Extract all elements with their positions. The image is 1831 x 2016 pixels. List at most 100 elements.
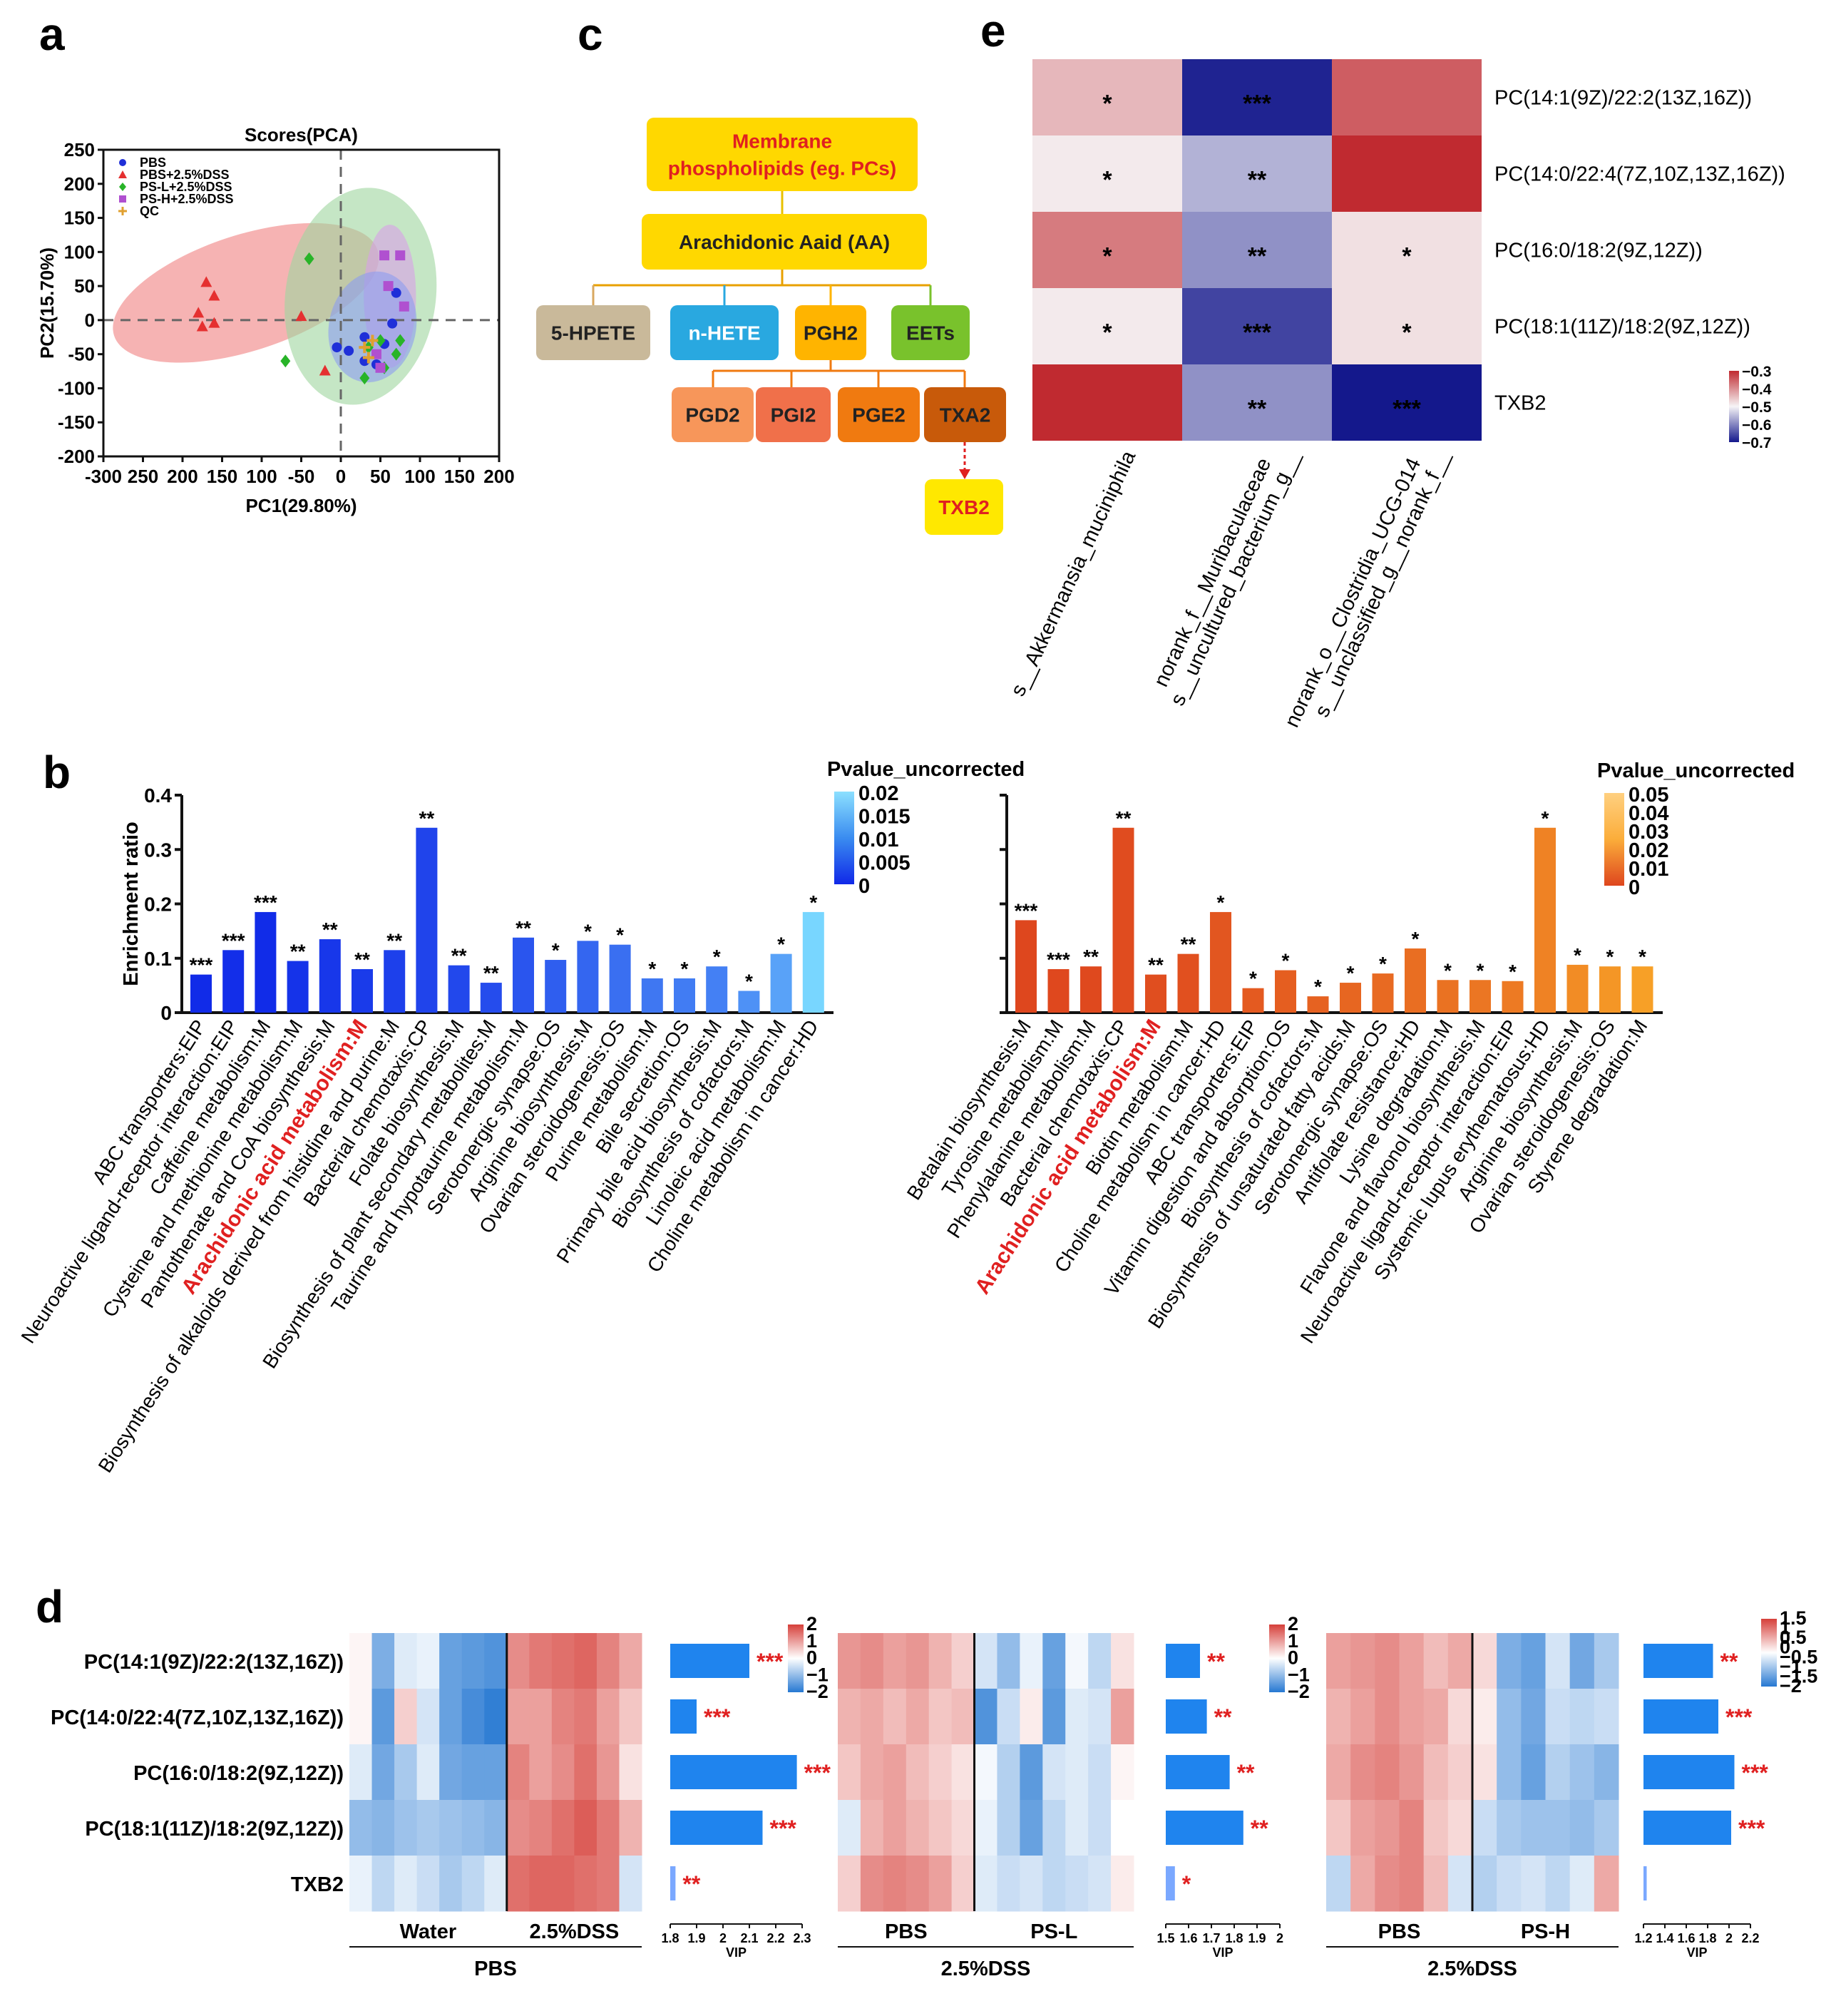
d-heat-cell — [596, 1856, 620, 1912]
d-legend-tick: −2 — [1288, 1681, 1310, 1702]
enrich-left-star: ** — [516, 917, 531, 939]
enrich-right-legend-tick: 0.05 — [1629, 784, 1668, 807]
pca-ytick-label: 0 — [85, 309, 95, 331]
enrich-right-star: * — [1217, 891, 1225, 914]
level2-3-box — [891, 305, 970, 360]
d-heat-cell — [928, 1800, 953, 1856]
pca-point-PS-H+2.5%DSS — [379, 250, 390, 261]
d-heat-cell — [506, 1633, 530, 1689]
enrich-left-bar — [609, 944, 631, 1013]
enrich-right-legend-title: Pvalue_uncorrected — [1597, 759, 1795, 782]
level2-2-label: PGH2 — [804, 322, 858, 344]
d-heat-cell — [394, 1744, 418, 1801]
enrich-right-star: * — [1477, 959, 1484, 981]
d-vip-star: *** — [756, 1649, 784, 1674]
d-heat-cell — [1569, 1744, 1595, 1801]
d-heat-cell — [838, 1800, 861, 1856]
d-row-label: PC(16:0/18:2(9Z,12Z)) — [133, 1762, 344, 1785]
d-heat-cell — [951, 1689, 975, 1745]
d-vip-label: VIP — [1686, 1945, 1707, 1960]
d-legend-tick: 1 — [806, 1630, 817, 1652]
enrich-left-legend-tick: 0.015 — [858, 806, 911, 829]
d-heat-cell — [928, 1689, 953, 1745]
pca-xtick-label: 0 — [336, 466, 346, 487]
pca-point-PS-H+2.5%DSS — [395, 250, 406, 261]
enrich-left-bar — [448, 965, 470, 1013]
enrich-left-legend-tick: 0.02 — [858, 782, 898, 805]
d-heat-cell — [928, 1856, 953, 1912]
d-heat-cell — [906, 1689, 930, 1745]
d-heat-cell — [439, 1633, 463, 1689]
pca-ytick-label: 50 — [74, 275, 95, 297]
panel-label-e: e — [980, 5, 1006, 56]
pca-legend-label: PS-H+2.5%DSS — [140, 192, 234, 206]
pca-legend-label: PBS — [140, 155, 166, 170]
pca-point-PS-H+2.5%DSS — [383, 281, 394, 292]
enrich-left-bar — [770, 953, 792, 1013]
enrich-right-bar — [1275, 970, 1296, 1013]
d-heat-cell — [1521, 1633, 1546, 1689]
d-heat-cell — [596, 1744, 620, 1801]
d-heat-cell — [484, 1800, 508, 1856]
d-heat-cell — [1423, 1856, 1449, 1912]
d-heat-cell — [416, 1744, 440, 1801]
enrich-right-bar — [1210, 911, 1231, 1013]
d-heat-cell — [1594, 1800, 1619, 1856]
pca-point-PBS+2.5%DSS — [200, 276, 212, 287]
enrich-left-star: ** — [451, 945, 467, 967]
enrich-left-legend-tick: 0.01 — [858, 829, 898, 851]
d-heat-cell — [1350, 1744, 1375, 1801]
d-heat-cell — [529, 1800, 553, 1856]
corr-star: ** — [1248, 243, 1267, 270]
pca-ytick-label: 150 — [64, 208, 95, 229]
d-heat-cell — [461, 1800, 485, 1856]
d-vip-star: ** — [1207, 1649, 1225, 1674]
enrich-left-bar — [513, 937, 534, 1013]
d-group-label: 2.5%DSS — [530, 1920, 620, 1943]
pca-point-PS-L+2.5%DSS — [375, 334, 386, 347]
d-heat-cell — [394, 1856, 418, 1912]
d-heat-cell — [1569, 1633, 1595, 1689]
d-heat-cell — [1042, 1689, 1066, 1745]
pca-legend-marker — [119, 159, 126, 166]
d-heat-cell — [997, 1800, 1020, 1856]
corr-col-label: norank_f__Muribaculaceae — [1149, 454, 1276, 690]
enrich-right-bar — [1502, 981, 1524, 1013]
corr-legend-tick: −0.5 — [1742, 399, 1772, 416]
enrich-right-star: *** — [1015, 899, 1038, 921]
pca-ytick-label: -200 — [58, 446, 95, 467]
enrich-left-star: * — [584, 920, 592, 942]
enrich-left-bar — [641, 978, 663, 1013]
corr-star: *** — [1243, 91, 1271, 118]
d-heat-cell — [596, 1689, 620, 1745]
pca-legend-label: PS-L+2.5%DSS — [140, 180, 232, 194]
d-heat-cell — [1497, 1856, 1522, 1912]
d-heat-cell — [1375, 1633, 1400, 1689]
d-heat-cell — [1065, 1633, 1089, 1689]
pca-ytick-label: -150 — [58, 411, 95, 433]
pca-point-PBS — [344, 345, 354, 356]
d-heat-cell — [484, 1744, 508, 1801]
panel-label-c: c — [578, 9, 603, 60]
d-heat-cell — [860, 1689, 884, 1745]
d-legend-tick: −2 — [806, 1681, 829, 1702]
pca-xtick-label: 50 — [370, 466, 391, 487]
corr-cell — [1032, 59, 1182, 135]
level2-1-label: n-HETE — [688, 322, 760, 344]
d-row-label: PC(18:1(11Z)/18:2(9Z,12Z)) — [85, 1818, 344, 1841]
d-heat-cell — [1042, 1633, 1066, 1689]
d-vip-bar — [1166, 1866, 1175, 1900]
d-legend-tick: 0 — [1780, 1637, 1790, 1658]
pca-point-PBS+2.5%DSS — [193, 307, 205, 318]
corr-legend-tick: −0.7 — [1742, 435, 1771, 451]
d-legend-bar — [788, 1624, 804, 1692]
enrich-right-bar — [1566, 964, 1589, 1013]
corr-cell — [1182, 364, 1332, 441]
d-vip-star: *** — [1725, 1704, 1753, 1730]
d-heat-cell — [1326, 1744, 1351, 1801]
d-legend-tick: −1 — [1288, 1664, 1310, 1685]
d-heat-cell — [1423, 1800, 1449, 1856]
d-heat-cell — [506, 1856, 530, 1912]
d-heat-cell — [1545, 1744, 1571, 1801]
d-heat-cell — [1423, 1744, 1449, 1801]
